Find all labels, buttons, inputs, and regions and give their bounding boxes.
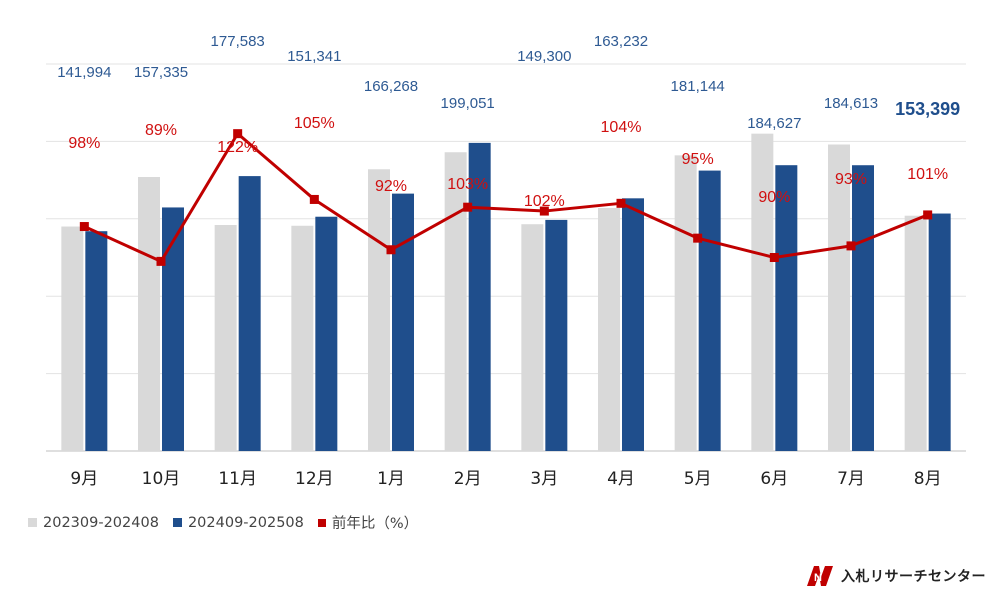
value-label: 149,300 (517, 48, 571, 65)
legend-item-current: 202409-202508 (172, 514, 304, 531)
x-tick-label: 11月 (218, 469, 257, 489)
ratio-point (616, 198, 626, 208)
data-labels: 141,994 157,335 177,583 151,341 166,268 199,0… (57, 33, 960, 210)
bar-prev (751, 133, 774, 451)
value-label: 184,613 (824, 95, 878, 112)
value-label: 184,627 (747, 115, 801, 132)
value-label: 141,994 (57, 64, 111, 81)
ratio-point (463, 202, 473, 212)
bar-current (622, 198, 644, 451)
ratio-label: 102% (524, 193, 565, 210)
ratio-label: 95% (682, 151, 714, 168)
legend-label-prev: 202309-202408 (43, 514, 159, 531)
bar-prev (291, 225, 314, 451)
bar-prev (521, 224, 544, 451)
ratio-point (233, 129, 243, 139)
bar-current (315, 216, 338, 451)
bar-current (85, 231, 108, 451)
legend: 202309-202408 202409-202508 前年比（%） (28, 512, 418, 533)
svg-text:N: N (814, 572, 822, 584)
legend-label-ratio: 前年比（%） (331, 516, 419, 532)
value-label: 163,232 (594, 33, 648, 50)
value-label: 199,051 (441, 95, 495, 112)
logo-text: 入札リサーチセンター (841, 569, 986, 585)
x-tick-label: 2月 (454, 469, 482, 489)
x-tick-label: 12月 (295, 469, 334, 489)
legend-swatch-current (172, 518, 182, 527)
value-label: 177,583 (211, 33, 265, 50)
ratio-point (539, 206, 549, 216)
bar-current (775, 165, 798, 452)
x-tick-label: 8月 (914, 469, 942, 489)
legend-item-prev: 202309-202408 (28, 515, 159, 531)
ratio-point (769, 253, 779, 262)
value-label: 166,268 (364, 78, 418, 95)
bar-prev (138, 177, 160, 451)
ratio-label: 92% (375, 178, 407, 195)
ratio-polyline (83, 132, 929, 263)
value-label: 157,335 (134, 64, 188, 81)
ratio-label: 104% (601, 119, 642, 136)
x-tick-label: 1月 (377, 469, 405, 489)
bar-current (392, 193, 414, 452)
x-tick-label: 4月 (607, 469, 635, 489)
bar-prev (214, 224, 237, 451)
bar-prev (368, 169, 390, 451)
ratio-label: 103% (447, 176, 488, 193)
legend-label-current: 202409-202508 (187, 514, 304, 531)
x-tick-label: 7月 (837, 469, 865, 489)
bars (61, 133, 951, 452)
legend-swatch-prev (28, 518, 37, 527)
chart: 9月 10月 11月 12月 1月 2月 3月 4月 5月 6月 7月 8月 141,994 157,3… (46, 33, 966, 489)
x-tick-label: 6月 (760, 469, 788, 489)
bar-prev (61, 226, 84, 451)
gridlines (46, 63, 966, 452)
ratio-label: 122% (217, 139, 258, 156)
bar-current (928, 213, 951, 451)
ratio-label: 105% (294, 115, 335, 132)
legend-item-ratio: 前年比（%） (317, 512, 419, 533)
ratio-point (923, 210, 933, 220)
x-tick-labels: 9月 10月 11月 12月 1月 2月 3月 4月 5月 6月 7月 8月 (70, 469, 941, 489)
bar-current (238, 176, 261, 452)
ratio-label: 98% (68, 135, 100, 152)
ratio-label: 101% (907, 166, 948, 183)
bar-current (545, 219, 568, 451)
x-tick-label: 3月 (530, 469, 558, 489)
ratio-point (386, 245, 396, 255)
bar-prev (444, 152, 467, 451)
bar-current (468, 142, 491, 451)
bar-prev (828, 144, 850, 451)
bar-prev (674, 155, 697, 451)
brand-logo: N 入札リサーチセンター (805, 564, 986, 588)
ratio-label: 93% (835, 171, 867, 188)
ratio-point (79, 222, 89, 232)
ratio-point (156, 256, 166, 266)
value-label: 181,144 (671, 78, 725, 95)
x-tick-label: 5月 (684, 469, 712, 489)
ratio-line (79, 129, 933, 266)
bar-prev (904, 215, 927, 451)
logo-mark-icon: N (807, 566, 833, 586)
value-label: 153,399 (895, 99, 960, 119)
bar-prev (598, 207, 620, 451)
ratio-label: 90% (758, 189, 790, 206)
bar-current (698, 170, 721, 451)
ratio-point (309, 194, 319, 204)
ratio-point (693, 233, 703, 243)
bar-current (162, 207, 184, 451)
x-tick-label: 9月 (70, 469, 98, 489)
x-tick-label: 10月 (142, 469, 181, 489)
ratio-label: 89% (145, 122, 177, 139)
ratio-point (846, 241, 856, 251)
bar-current (852, 165, 874, 452)
value-label: 151,341 (287, 48, 341, 65)
legend-swatch-ratio (317, 518, 326, 527)
